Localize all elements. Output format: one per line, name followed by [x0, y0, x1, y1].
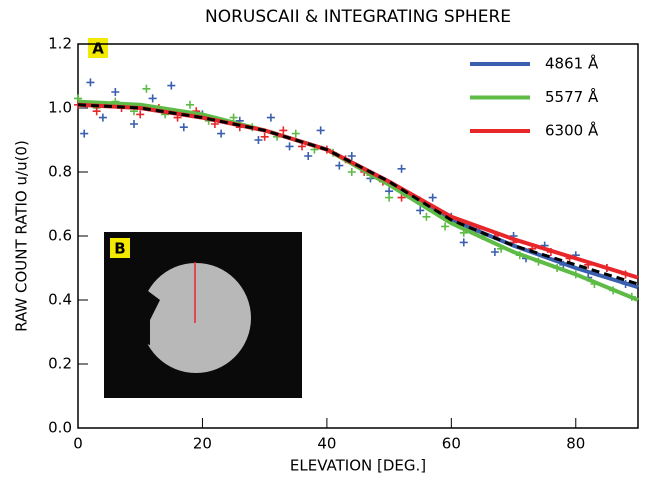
inset-image: [104, 232, 302, 398]
point: [459, 238, 468, 247]
point: [179, 123, 188, 132]
annotation: B: [114, 240, 125, 258]
legend-label: 6300 Å: [545, 121, 599, 140]
point: [347, 168, 356, 176]
y-tick-label: 0.0: [48, 419, 72, 437]
x-tick-label: 40: [317, 435, 336, 453]
point: [304, 152, 313, 160]
point: [130, 120, 138, 128]
point: [260, 132, 269, 141]
point: [285, 142, 294, 151]
y-tick-label: 0.6: [48, 227, 72, 245]
point: [291, 129, 300, 138]
y-tick-label: 1.0: [48, 99, 72, 117]
point: [428, 193, 437, 202]
x-tick-label: 0: [73, 435, 83, 453]
legend-label: 4861 Å: [545, 54, 599, 73]
x-axis-label: ELEVATION [DEG.]: [290, 457, 426, 475]
y-tick-label: 1.2: [48, 35, 72, 53]
point: [422, 212, 431, 221]
point: [441, 222, 450, 231]
point: [186, 100, 194, 109]
x-tick-label: 80: [566, 435, 585, 453]
chart-title: NORUSCAII & INTEGRATING SPHERE: [205, 7, 511, 27]
point: [86, 78, 95, 87]
point: [229, 113, 238, 122]
point: [397, 164, 406, 173]
point: [148, 94, 157, 103]
point: [416, 206, 425, 215]
annotation: A: [92, 40, 104, 58]
point: [279, 126, 288, 135]
point: [80, 129, 89, 138]
legend-label: 5577 Å: [545, 87, 599, 106]
point: [136, 110, 145, 119]
point: [266, 113, 275, 122]
point: [347, 152, 356, 160]
y-tick-label: 0.2: [48, 355, 72, 373]
point: [217, 129, 226, 138]
x-tick-label: 20: [193, 435, 212, 453]
y-tick-label: 0.8: [48, 163, 72, 181]
point: [397, 193, 406, 202]
point: [385, 193, 394, 202]
label-box: [88, 38, 108, 58]
point: [490, 248, 499, 256]
y-tick-label: 0.4: [48, 291, 72, 309]
point: [98, 113, 107, 122]
point: [316, 126, 325, 135]
y-axis-label: RAW COUNT RATIO u/u(0): [13, 140, 31, 332]
x-tick-label: 60: [442, 435, 461, 453]
point: [254, 136, 263, 144]
point: [92, 107, 101, 116]
point: [167, 81, 176, 90]
point: [111, 88, 120, 96]
point: [335, 161, 344, 170]
label-box: [110, 238, 130, 258]
point: [142, 84, 151, 93]
fit-line: [77, 103, 639, 286]
